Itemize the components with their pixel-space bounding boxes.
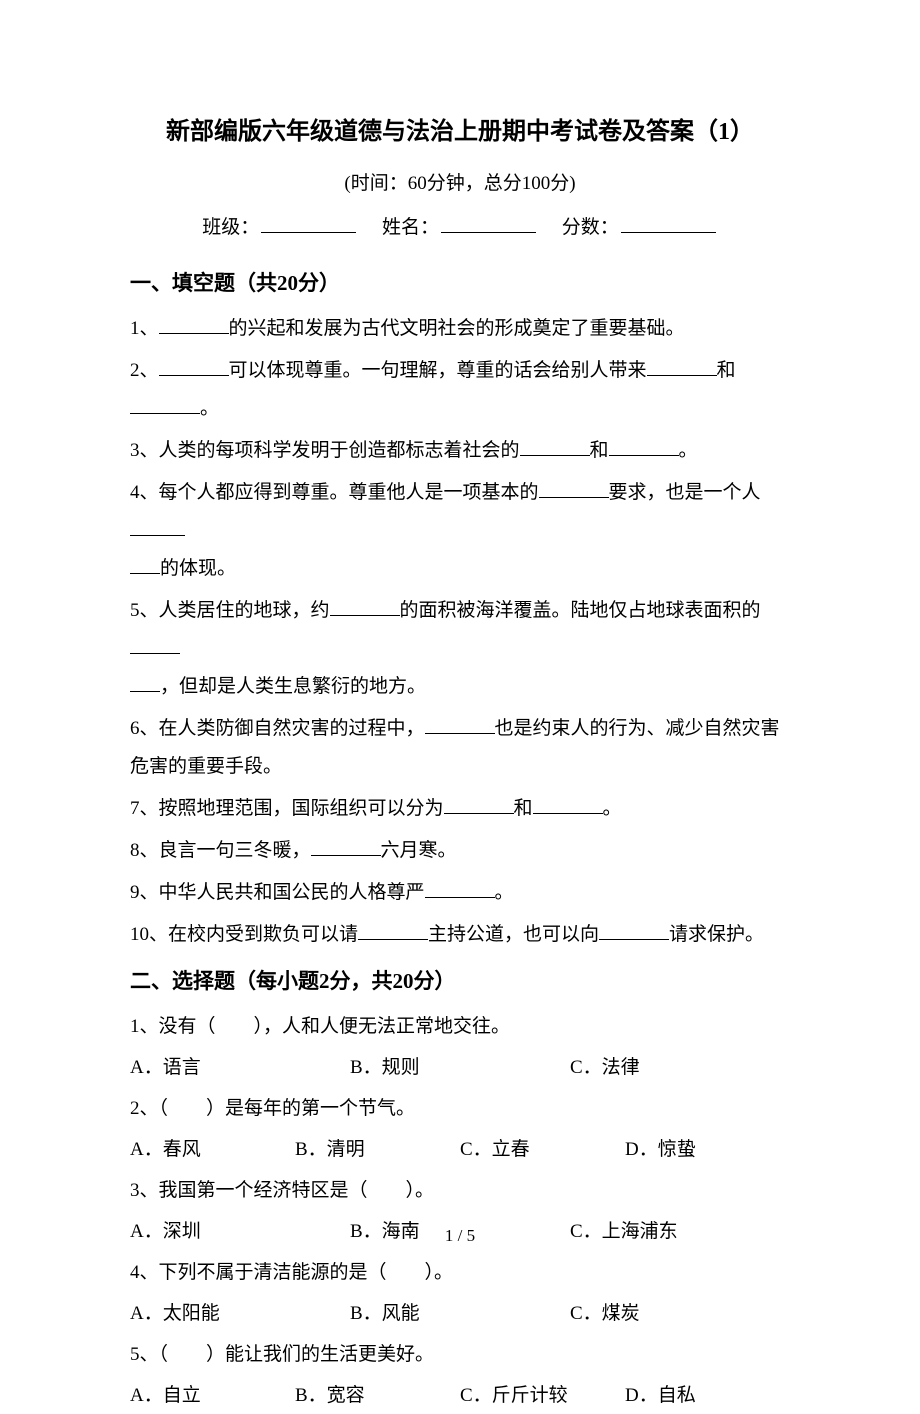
class-blank[interactable] [261, 232, 356, 233]
choice-question-2: 2、（ ）是每年的第一个节气。 [130, 1090, 790, 1128]
student-info-line: 班级： 姓名： 分数： [130, 210, 790, 246]
q4-blank-1[interactable] [539, 497, 609, 498]
q1-blank-1[interactable] [159, 333, 229, 334]
q2-blank-1[interactable] [159, 375, 229, 376]
fill-question-2: 2、 可以体现尊重。一句理解，尊重的话会给别人带来 和。 [130, 352, 790, 428]
q5-blank-3[interactable] [130, 691, 160, 692]
name-blank[interactable] [441, 232, 536, 233]
q10-text-1: 10、在校内受到欺负可以请 [130, 924, 358, 945]
q3-text-1: 3、人类的每项科学发明于创造都标志着社会的 [130, 440, 520, 461]
fill-question-8: 8、良言一句三冬暖， 六月寒。 [130, 832, 790, 870]
q4-text-1: 4、每个人都应得到尊重。尊重他人是一项基本的 [130, 482, 539, 503]
q7-text-3: 。 [603, 798, 622, 819]
q5-blank-2[interactable] [130, 653, 180, 654]
q7-blank-1[interactable] [444, 813, 514, 814]
q5-text-1: 5、人类居住的地球，约 [130, 600, 330, 621]
score-blank[interactable] [621, 232, 716, 233]
page-number: 1 / 5 [0, 1220, 920, 1252]
fill-question-1: 1、 的兴起和发展为古代文明社会的形成奠定了重要基础。 [130, 310, 790, 348]
q10-blank-1[interactable] [358, 939, 428, 940]
choice-1-options: A．语言 B．规则 C．法律 [130, 1050, 790, 1086]
choice-question-5: 5、（ ）能让我们的生活更美好。 [130, 1336, 790, 1374]
q4-text-3: 的体现。 [160, 558, 236, 579]
choice-1-c[interactable]: C．法律 [570, 1050, 790, 1086]
q9-text-1: 9、中华人民共和国公民的人格尊严 [130, 882, 425, 903]
choice-2-a[interactable]: A．春风 [130, 1132, 295, 1168]
document-title: 新部编版六年级道德与法治上册期中考试卷及答案（1） [130, 110, 790, 156]
q5-text-2: 的面积被海洋覆盖。陆地仅占地球表面积的 [400, 600, 761, 621]
q6-blank-1[interactable] [425, 733, 495, 734]
q8-text-2: 六月寒。 [381, 840, 457, 861]
choice-4-options: A．太阳能 B．风能 C．煤炭 [130, 1296, 790, 1332]
q3-text-3: 。 [679, 440, 698, 461]
q2-blank-3[interactable] [130, 413, 200, 414]
choice-question-4: 4、下列不属于清洁能源的是（ ）。 [130, 1254, 790, 1292]
q7-text-1: 7、按照地理范围，国际组织可以分为 [130, 798, 444, 819]
score-label: 分数： [562, 217, 619, 238]
name-label: 姓名： [382, 217, 439, 238]
q3-text-2: 和 [590, 440, 609, 461]
choice-2-b[interactable]: B．清明 [295, 1132, 460, 1168]
q7-text-2: 和 [514, 798, 533, 819]
choice-5-c[interactable]: C．斤斤计较 [460, 1378, 625, 1414]
choice-5-d[interactable]: D．自私 [625, 1378, 790, 1414]
fill-question-6: 6、在人类防御自然灾害的过程中，也是约束人的行为、减少自然灾害危害的重要手段。 [130, 710, 790, 786]
q10-text-3: 请求保护。 [669, 924, 764, 945]
fill-question-5: 5、人类居住的地球，约 的面积被海洋覆盖。陆地仅占地球表面积的 ，但却是人类生息繁衍… [130, 592, 790, 706]
choice-4-c[interactable]: C．煤炭 [570, 1296, 790, 1332]
q2-text-3: 。 [200, 398, 219, 419]
q2-prefix: 2、 [130, 360, 159, 381]
q8-text-1: 8、良言一句三冬暖， [130, 840, 311, 861]
q3-blank-2[interactable] [609, 455, 679, 456]
q4-blank-2[interactable] [130, 535, 185, 536]
q8-blank-1[interactable] [311, 855, 381, 856]
class-label: 班级： [202, 217, 259, 238]
q3-blank-1[interactable] [520, 455, 590, 456]
q5-blank-1[interactable] [330, 615, 400, 616]
q5-text-3: ，但却是人类生息繁衍的地方。 [160, 676, 426, 697]
fill-question-4: 4、每个人都应得到尊重。尊重他人是一项基本的 要求，也是一个人的体现。 [130, 474, 790, 588]
q1-prefix: 1、 [130, 318, 159, 339]
choice-2-c[interactable]: C．立春 [460, 1132, 625, 1168]
q1-text: 的兴起和发展为古代文明社会的形成奠定了重要基础。 [229, 318, 685, 339]
fill-question-3: 3、人类的每项科学发明于创造都标志着社会的 和 。 [130, 432, 790, 470]
choice-question-1: 1、没有（ ），人和人便无法正常地交往。 [130, 1008, 790, 1046]
fill-question-9: 9、中华人民共和国公民的人格尊严 。 [130, 874, 790, 912]
choice-5-b[interactable]: B．宽容 [295, 1378, 460, 1414]
section-1-header: 一、填空题（共20分） [130, 264, 790, 304]
choice-2-d[interactable]: D．惊蛰 [625, 1132, 790, 1168]
q2-blank-2[interactable] [647, 375, 717, 376]
choice-question-3: 3、我国第一个经济特区是（ ）。 [130, 1172, 790, 1210]
q9-blank-1[interactable] [425, 897, 495, 898]
section-2-header: 二、选择题（每小题2分，共20分） [130, 962, 790, 1002]
document-subtitle: (时间：60分钟，总分100分) [130, 166, 790, 202]
q10-blank-2[interactable] [599, 939, 669, 940]
q4-text-2: 要求，也是一个人 [609, 482, 761, 503]
choice-1-a[interactable]: A．语言 [130, 1050, 350, 1086]
q9-text-2: 。 [495, 882, 514, 903]
choice-4-a[interactable]: A．太阳能 [130, 1296, 350, 1332]
choice-4-b[interactable]: B．风能 [350, 1296, 570, 1332]
choice-1-b[interactable]: B．规则 [350, 1050, 570, 1086]
q6-text-1: 6、在人类防御自然灾害的过程中， [130, 718, 425, 739]
fill-question-7: 7、按照地理范围，国际组织可以分为 和 。 [130, 790, 790, 828]
fill-question-10: 10、在校内受到欺负可以请 主持公道，也可以向 请求保护。 [130, 916, 790, 954]
choice-5-a[interactable]: A．自立 [130, 1378, 295, 1414]
q2-text-2: 和 [717, 360, 736, 381]
choice-2-options: A．春风 B．清明 C．立春 D．惊蛰 [130, 1132, 790, 1168]
choice-5-options: A．自立 B．宽容 C．斤斤计较 D．自私 [130, 1378, 790, 1414]
q4-blank-3[interactable] [130, 573, 160, 574]
q7-blank-2[interactable] [533, 813, 603, 814]
q2-text-1: 可以体现尊重。一句理解，尊重的话会给别人带来 [229, 360, 647, 381]
q10-text-2: 主持公道，也可以向 [428, 924, 599, 945]
